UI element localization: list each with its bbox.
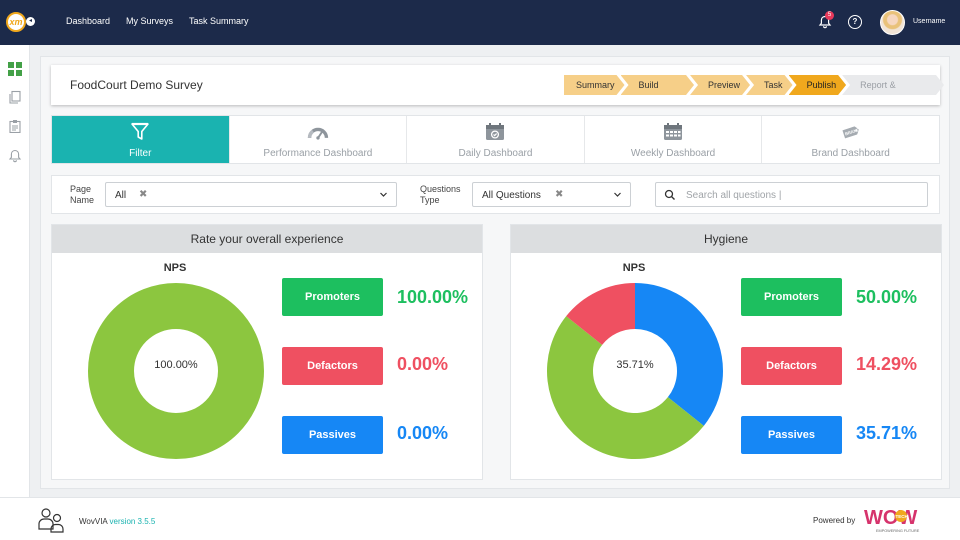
logo-word: WOW — [864, 507, 917, 529]
gauge-icon — [307, 127, 329, 140]
promoters-value: 50.00% — [856, 287, 918, 307]
donut-slice-promoters — [547, 316, 704, 459]
nav-dashboard[interactable]: Dashboard — [66, 16, 111, 26]
step-report-dashboard[interactable]: Report & Dashboard — [842, 75, 944, 95]
nav-task-summary[interactable]: Task Summary — [189, 16, 249, 26]
nav-my-surveys[interactable]: My Surveys — [126, 16, 174, 26]
chart-card-overall-experience: Rate your overall experience NPS 100.00%… — [51, 224, 483, 480]
logo-badge: TECH — [896, 514, 908, 519]
defactors-button[interactable]: Defactors — [282, 347, 383, 385]
survey-header-card: FoodCourt Demo Survey Summary Build Surv… — [51, 65, 940, 105]
donut-center-value: 100.00% — [154, 359, 198, 371]
dashboard-grid-icon[interactable] — [8, 62, 22, 76]
clipboard-icon[interactable] — [8, 119, 22, 133]
donut-slice-defactors — [566, 283, 635, 345]
donut-slice-passives — [635, 283, 723, 426]
survey-steps-breadcrumb: Summary Build Survey Preview Task Publis… — [564, 75, 940, 95]
step-build-survey[interactable]: Build Survey — [621, 75, 695, 95]
copy-icon[interactable] — [8, 90, 22, 104]
filter-bar: Page Name All ✖ Questions Type All Quest… — [51, 175, 940, 214]
defactors-value: 0.00% — [397, 354, 449, 374]
svg-text:BRAND: BRAND — [844, 127, 860, 136]
footer: WovVIA version 3.5.5 Powered by WOW TECH… — [0, 497, 960, 540]
nps-donut-chart — [88, 283, 264, 459]
chart-card-hygiene: Hygiene NPS 35.71% Promoters 50.00% Defa… — [510, 224, 942, 480]
clear-page-name-icon[interactable]: ✖ — [139, 189, 148, 200]
card-title: Rate your overall experience — [52, 225, 482, 253]
passives-value: 0.00% — [397, 423, 449, 443]
tab-filter-label: Filter — [129, 148, 152, 159]
tab-brand-label: Brand Dashboard — [811, 148, 890, 159]
people-team-icon — [38, 508, 64, 533]
question-search-box — [655, 182, 928, 207]
tab-brand-dashboard[interactable]: BRAND Brand Dashboard — [762, 116, 939, 163]
top-navbar: xm ◂ Dashboard My Surveys Task Summary 5… — [0, 0, 960, 45]
tab-daily-dashboard[interactable]: Daily Dashboard — [407, 116, 585, 163]
search-input[interactable] — [686, 187, 916, 203]
footer-brand: WovVIA version 3.5.5 — [79, 517, 156, 526]
passives-button[interactable]: Passives — [282, 416, 383, 454]
page-name-value: All — [115, 190, 127, 201]
step-summary[interactable]: Summary — [564, 75, 625, 95]
nps-label: NPS — [622, 262, 646, 274]
page-name-label: Page Name — [70, 184, 95, 205]
dashboard-tabs: Filter Performance Dashboard Daily Dashb… — [51, 115, 940, 164]
username-label[interactable]: Username — [913, 18, 946, 25]
chevron-down-icon — [380, 192, 387, 197]
passives-value: 35.71% — [856, 423, 918, 443]
donut-slice-promoters — [88, 283, 264, 459]
page-name-select[interactable]: All ✖ — [105, 182, 397, 207]
brand-tag-icon: BRAND — [842, 126, 860, 139]
app-logo[interactable]: xm — [6, 12, 26, 32]
help-icon[interactable]: ? — [848, 15, 862, 29]
notification-badge: 5 — [825, 11, 834, 20]
main-nav: Dashboard My Surveys Task Summary — [66, 16, 249, 26]
defactors-value: 14.29% — [856, 354, 918, 374]
alerts-bell-icon[interactable] — [8, 149, 22, 163]
wow-tech-logo: WOW TECH EMPOWERING FUTURE — [864, 507, 920, 533]
footer-version: version 3.5.5 — [109, 517, 156, 526]
survey-title: FoodCourt Demo Survey — [70, 78, 203, 92]
questions-type-value: All Questions — [482, 190, 541, 201]
step-preview[interactable]: Preview — [690, 75, 750, 95]
chevron-down-icon — [614, 192, 621, 197]
logo-text: xm — [9, 17, 23, 27]
passives-button[interactable]: Passives — [741, 416, 842, 454]
user-avatar[interactable] — [880, 10, 905, 35]
nps-donut-chart — [547, 283, 723, 459]
questions-type-label: Questions Type — [420, 184, 461, 205]
tab-weekly-dashboard[interactable]: Weekly Dashboard — [585, 116, 763, 163]
tab-filter[interactable]: Filter — [52, 116, 230, 163]
clear-questions-type-icon[interactable]: ✖ — [555, 189, 564, 200]
tab-weekly-label: Weekly Dashboard — [630, 148, 716, 159]
calendar-check-icon — [486, 123, 505, 140]
step-publish[interactable]: Publish — [789, 75, 847, 95]
filter-icon — [131, 122, 150, 140]
nps-label: NPS — [163, 262, 187, 274]
promoters-value: 100.00% — [397, 287, 469, 307]
logo-tagline: EMPOWERING FUTURE — [876, 529, 920, 533]
questions-type-select[interactable]: All Questions ✖ — [472, 182, 631, 207]
left-sidebar — [0, 45, 30, 497]
defactors-button[interactable]: Defactors — [741, 347, 842, 385]
tab-performance-label: Performance Dashboard — [263, 148, 373, 159]
search-icon — [664, 189, 675, 200]
tab-daily-label: Daily Dashboard — [458, 148, 533, 159]
tab-performance-dashboard[interactable]: Performance Dashboard — [230, 116, 408, 163]
step-task[interactable]: Task — [746, 75, 793, 95]
promoters-button[interactable]: Promoters — [282, 278, 383, 316]
sidebar-toggle-icon[interactable]: ◂ — [26, 17, 35, 26]
powered-by-label: Powered by — [813, 516, 856, 525]
card-title: Hygiene — [511, 225, 941, 253]
calendar-grid-icon — [664, 123, 683, 140]
promoters-button[interactable]: Promoters — [741, 278, 842, 316]
donut-center-value: 35.71% — [616, 359, 654, 371]
